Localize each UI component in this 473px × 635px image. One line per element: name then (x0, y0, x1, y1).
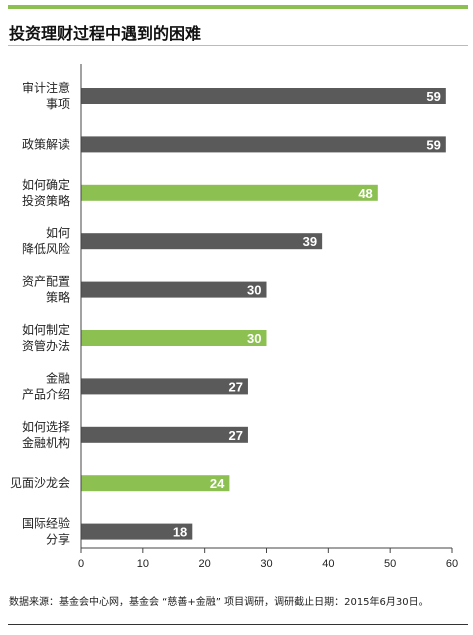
bar-value-label-1: 59 (426, 89, 440, 104)
bar-7 (81, 378, 248, 395)
x-tick-label-30: 30 (260, 558, 272, 570)
title-divider (8, 45, 468, 46)
bar-value-label-9: 24 (210, 476, 225, 491)
category-label-10: 国际经验分享 (22, 516, 70, 547)
bar-3 (81, 184, 378, 201)
bar-4 (81, 233, 323, 250)
category-label-2: 政策解读 (22, 137, 70, 151)
bar-10 (81, 523, 193, 540)
x-axis: 0 10 20 30 40 50 60 (78, 64, 458, 570)
category-label-3: 如何确定投资策略 (22, 177, 70, 208)
bar-2 (81, 136, 446, 153)
x-tick-label-40: 40 (322, 558, 334, 570)
bar-8 (81, 426, 248, 443)
bar-value-label-2: 59 (426, 137, 440, 152)
category-label-5: 资产配置策略 (22, 275, 70, 305)
chart-title: 投资理财过程中遇到的困难 (9, 24, 202, 43)
bar-value-label-5: 30 (247, 283, 261, 298)
bar-6 (81, 330, 267, 346)
bar-chart: 59 审计注意事项 59 政策解读 48 如何确定投资策略 39 如何降低风险 30 资产配置策略… (10, 64, 458, 570)
bar-9 (81, 475, 230, 492)
x-tick-label-60: 60 (446, 558, 458, 570)
bar-value-label-6: 30 (247, 331, 261, 346)
bar-value-label-8: 27 (228, 428, 242, 443)
bar-1 (81, 88, 446, 104)
bottom-rule (8, 624, 468, 625)
x-tick-label-50: 50 (384, 558, 396, 570)
category-label-7: 金融产品介绍 (22, 370, 70, 401)
category-label-6: 如何制定资管办法 (22, 322, 70, 353)
x-tick-label-20: 20 (199, 558, 211, 570)
data-source-note: 数据来源：基金会中心网，基金会 “慈善+金融” 项目调研，调研截止日期：2015… (9, 597, 429, 608)
bar-value-label-3: 48 (358, 186, 372, 201)
category-label-4: 如何降低风险 (22, 225, 70, 256)
bar-group: 59 审计注意事项 59 政策解读 48 如何确定投资策略 39 如何降低风险 30 资产配置策略… (10, 80, 446, 547)
x-tick-label-0: 0 (78, 558, 84, 570)
category-label-1: 审计注意事项 (22, 80, 70, 111)
category-label-8: 如何选择金融机构 (22, 419, 70, 450)
bar-value-label-7: 27 (228, 379, 242, 394)
bar-value-label-4: 39 (303, 234, 317, 249)
bar-5 (81, 281, 267, 298)
top-accent-rule (8, 5, 468, 9)
category-label-9: 见面沙龙会 (10, 476, 70, 490)
bar-value-label-10: 18 (173, 525, 187, 540)
x-tick-label-10: 10 (137, 558, 149, 570)
